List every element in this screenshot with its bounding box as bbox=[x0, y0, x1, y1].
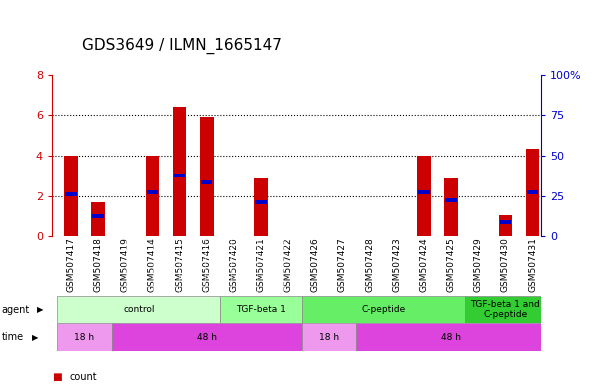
Bar bbox=[201, 180, 213, 184]
Text: GDS3649 / ILMN_1665147: GDS3649 / ILMN_1665147 bbox=[82, 38, 282, 54]
Text: TGF-beta 1 and
C-peptide: TGF-beta 1 and C-peptide bbox=[470, 300, 540, 319]
Bar bbox=[147, 190, 158, 194]
Bar bbox=[445, 198, 457, 202]
Text: ▶: ▶ bbox=[37, 305, 43, 314]
Text: ■: ■ bbox=[52, 372, 62, 382]
Bar bbox=[65, 192, 77, 195]
Text: 18 h: 18 h bbox=[319, 333, 339, 342]
Bar bbox=[145, 156, 159, 236]
Bar bbox=[302, 296, 465, 323]
Bar bbox=[255, 200, 267, 204]
Bar bbox=[64, 156, 78, 236]
Text: 48 h: 48 h bbox=[197, 333, 217, 342]
Bar bbox=[200, 117, 213, 236]
Text: C-peptide: C-peptide bbox=[361, 305, 405, 314]
Text: count: count bbox=[69, 372, 97, 382]
Bar bbox=[417, 156, 431, 236]
Bar bbox=[57, 296, 221, 323]
Bar bbox=[526, 149, 540, 236]
Bar bbox=[465, 296, 546, 323]
Text: TGF-beta 1: TGF-beta 1 bbox=[236, 305, 286, 314]
Text: ▶: ▶ bbox=[32, 333, 38, 342]
Text: control: control bbox=[123, 305, 155, 314]
Bar bbox=[174, 174, 185, 177]
Bar bbox=[302, 323, 356, 351]
Bar bbox=[527, 190, 538, 194]
Bar bbox=[57, 323, 112, 351]
Text: 48 h: 48 h bbox=[441, 333, 461, 342]
Bar bbox=[91, 202, 105, 236]
Bar bbox=[418, 190, 430, 194]
Text: 18 h: 18 h bbox=[75, 333, 95, 342]
Bar bbox=[356, 323, 546, 351]
Bar bbox=[254, 178, 268, 236]
Bar bbox=[444, 178, 458, 236]
Bar bbox=[112, 323, 302, 351]
Bar bbox=[221, 296, 302, 323]
Bar bbox=[173, 107, 186, 236]
Text: agent: agent bbox=[2, 305, 30, 314]
Bar bbox=[92, 214, 104, 218]
Bar bbox=[500, 220, 511, 224]
Bar bbox=[499, 215, 512, 236]
Text: time: time bbox=[2, 332, 24, 342]
